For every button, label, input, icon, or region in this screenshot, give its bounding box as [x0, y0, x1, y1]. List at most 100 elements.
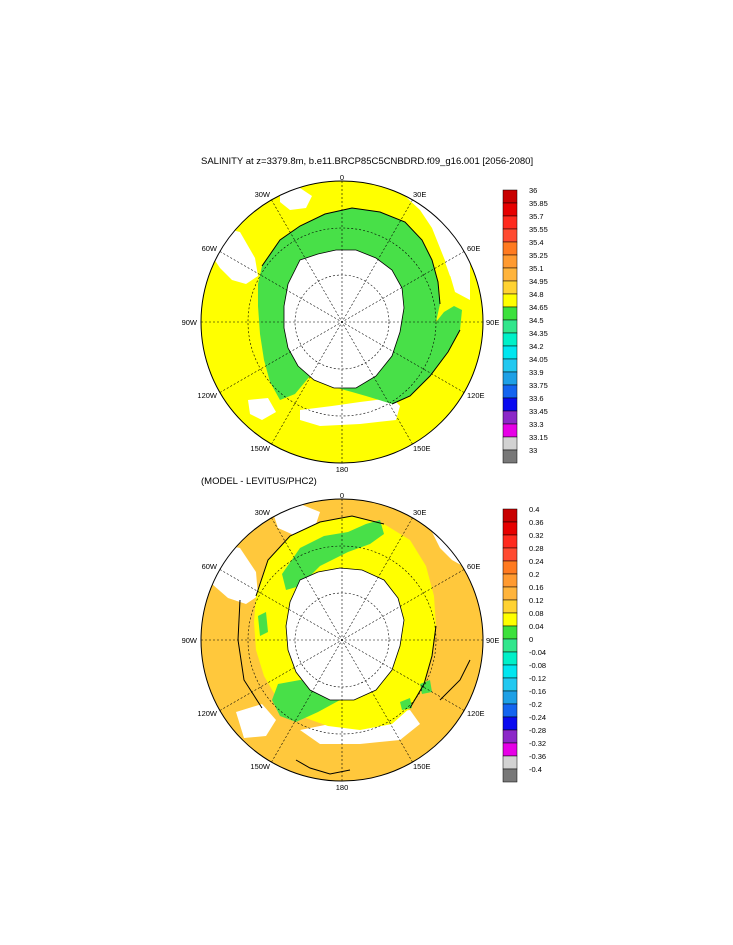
colorbar-1: 36 35.85 35.7 35.55 35.4 35.25 35.1 34.95 34.8 34… — [502, 186, 548, 464]
colorbar-2-label: 0 — [529, 635, 533, 644]
colorbar-1-label: 34.95 — [529, 277, 548, 286]
colorbar-1-label: 34.2 — [529, 342, 544, 351]
colorbar-2-box — [502, 768, 518, 783]
map-1-lon-90w: 90W — [182, 318, 198, 327]
map-2-lon-0: 0 — [340, 491, 344, 500]
colorbar-1-label: 35.4 — [529, 238, 544, 247]
colorbar-1-box — [502, 436, 518, 451]
colorbar-1-box — [502, 267, 518, 282]
colorbar-2-label: 0.2 — [529, 570, 539, 579]
colorbar-1-box — [502, 280, 518, 295]
colorbar-2-label: 0.24 — [529, 557, 544, 566]
colorbar-2-label: -0.28 — [529, 726, 546, 735]
panel-1-title: SALINITY at z=3379.8m, b.e11.BRCP85C5CNB… — [201, 156, 534, 167]
colorbar-1-box — [502, 423, 518, 438]
map-2 — [200, 498, 484, 782]
colorbar-2: 0.4 0.36 0.32 0.28 0.24 0.2 0.16 0.12 0.08 0.04 0 -… — [502, 505, 546, 783]
map-1-boundary — [200, 180, 484, 464]
map-2-graticule — [201, 499, 483, 781]
colorbar-1-box — [502, 397, 518, 412]
map-2-boundary — [200, 498, 484, 782]
colorbar-2-label: -0.2 — [529, 700, 542, 709]
colorbar-1-label: 33.6 — [529, 394, 544, 403]
colorbar-1-box — [502, 293, 518, 308]
colorbar-1-label: 35.1 — [529, 264, 544, 273]
colorbar-2-box — [502, 521, 518, 536]
map-2-lon-90w: 90W — [182, 636, 198, 645]
map-2-lon-30e: 30E — [413, 508, 426, 517]
colorbar-2-box — [502, 547, 518, 562]
colorbar-1-label: 35.55 — [529, 225, 548, 234]
colorbar-2-box — [502, 677, 518, 692]
map-2-lon-30w: 30W — [255, 508, 271, 517]
colorbar-2-label: -0.16 — [529, 687, 546, 696]
colorbar-1-label: 35.7 — [529, 212, 544, 221]
colorbar-1-box — [502, 410, 518, 425]
colorbar-1-box — [502, 449, 518, 464]
map-1-lon-90e: 90E — [486, 318, 499, 327]
map-2-green-east-2 — [400, 698, 412, 710]
colorbar-1-box — [502, 241, 518, 256]
colorbar-2-box — [502, 599, 518, 614]
colorbar-1-box — [502, 345, 518, 360]
colorbar-1-label: 34.65 — [529, 303, 548, 312]
colorbar-1-box — [502, 189, 518, 204]
map-1-lon-150w: 150W — [250, 444, 271, 453]
map-1-white-right-patch — [445, 262, 470, 280]
colorbar-1-box — [502, 306, 518, 321]
map-1-lon-180: 180 — [336, 465, 349, 474]
map-1-lon-60w: 60W — [202, 244, 218, 253]
panel-2-title: (MODEL - LEVITUS/PHC2) — [201, 476, 317, 487]
colorbar-2-box — [502, 573, 518, 588]
colorbar-2-label: 0.16 — [529, 583, 544, 592]
colorbar-1-box — [502, 228, 518, 243]
colorbar-1-label: 33.15 — [529, 433, 548, 442]
map-2-lon-150w: 150W — [250, 762, 271, 771]
colorbar-2-box — [502, 508, 518, 523]
map-1-lon-120w: 120W — [197, 391, 218, 400]
colorbar-2-box — [502, 534, 518, 549]
colorbar-2-box — [502, 612, 518, 627]
colorbar-1-label: 34.5 — [529, 316, 544, 325]
colorbar-2-box — [502, 742, 518, 757]
colorbar-1-label: 35.85 — [529, 199, 548, 208]
colorbar-1-box — [502, 202, 518, 217]
colorbar-1-label: 33.75 — [529, 381, 548, 390]
colorbar-2-box — [502, 638, 518, 653]
map-1-graticule — [201, 181, 483, 463]
colorbar-2-box — [502, 586, 518, 601]
colorbar-1-box — [502, 371, 518, 386]
colorbar-2-label: -0.36 — [529, 752, 546, 761]
map-2-white-sw — [236, 704, 276, 738]
map-1-lon-150e: 150E — [413, 444, 431, 453]
colorbar-1-box — [502, 215, 518, 230]
map-1-lon-120e: 120E — [467, 391, 485, 400]
map-2-lon-60e: 60E — [467, 562, 480, 571]
map-1-lon-labels: 0 30E 60E 90E 120E 150E 180 150W 120W 90… — [182, 173, 500, 474]
colorbar-2-label: 0.32 — [529, 531, 544, 540]
colorbar-2-box — [502, 690, 518, 705]
map-1-lon-60e: 60E — [467, 244, 480, 253]
colorbar-2-label: 0.04 — [529, 622, 544, 631]
colorbar-2-box — [502, 625, 518, 640]
map-1-lon-30e: 30E — [413, 190, 426, 199]
map-2-lon-labels: 0 30E 60E 90E 120E 150E 180 150W 120W 90… — [182, 491, 500, 792]
map-1-lon-30w: 30W — [255, 190, 271, 199]
map-1-contour — [261, 207, 461, 405]
map-2-green-west — [258, 612, 268, 636]
map-1-white-sw-patch — [248, 398, 276, 420]
colorbar-1-label: 33.3 — [529, 420, 544, 429]
colorbar-2-label: -0.4 — [529, 765, 542, 774]
colorbar-1-label: 33.9 — [529, 368, 544, 377]
map-2-lon-120e: 120E — [467, 709, 485, 718]
colorbar-2-label: -0.24 — [529, 713, 546, 722]
map-1 — [200, 180, 484, 464]
colorbar-2-box — [502, 560, 518, 575]
colorbar-2-label: -0.12 — [529, 674, 546, 683]
map-1-lon-0: 0 — [340, 173, 344, 182]
colorbar-2-box — [502, 703, 518, 718]
map-1-white-topleft-patch — [280, 188, 312, 210]
colorbar-1-label: 34.05 — [529, 355, 548, 364]
colorbar-2-box — [502, 664, 518, 679]
